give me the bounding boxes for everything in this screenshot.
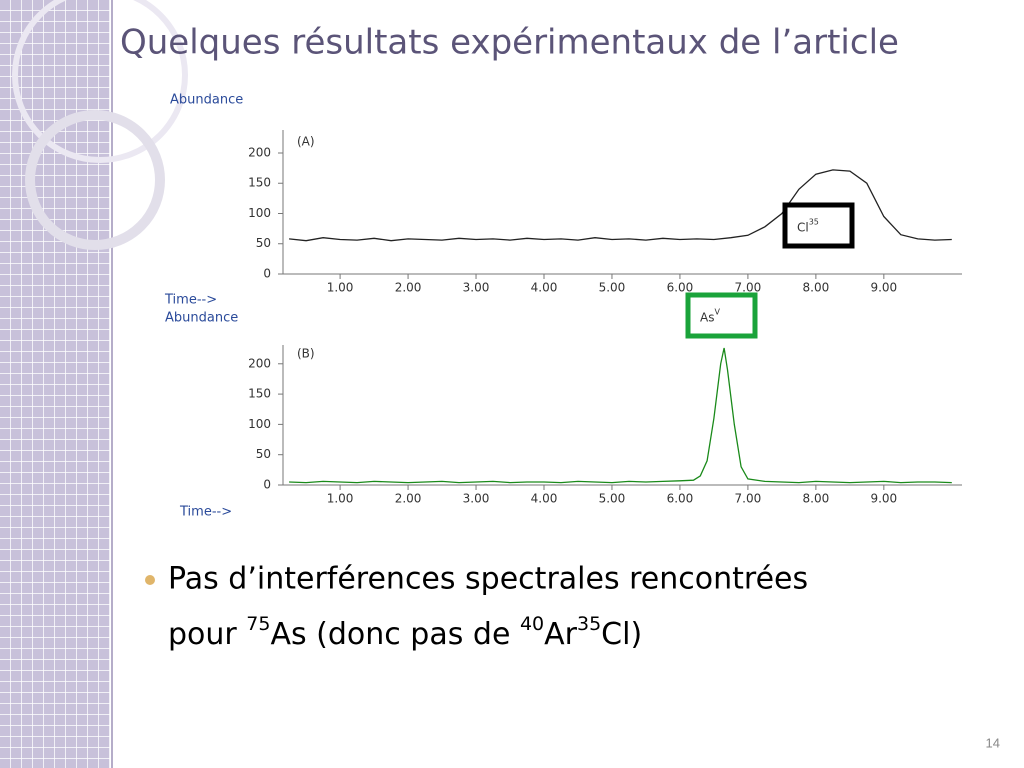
annotation: Cl35 [797, 217, 819, 234]
bullet-dot [145, 575, 155, 585]
superscript: 40 [520, 613, 544, 635]
x-tick-label: 9.00 [870, 492, 897, 506]
x-tick-label: 5.00 [599, 281, 626, 295]
x-tick-label: 2.00 [395, 492, 422, 506]
annotation: AsV [700, 307, 720, 324]
text-run: pour [168, 617, 246, 652]
y-tick-label: 0 [263, 478, 271, 492]
y-tick-label: 50 [256, 447, 271, 461]
deco-circle [25, 110, 165, 250]
x-tick-label: 3.00 [463, 492, 490, 506]
y-tick-label: 150 [248, 387, 271, 401]
annotation-sup: 35 [809, 217, 819, 226]
annotation-text: As [700, 310, 714, 324]
y-tick-label: 100 [248, 206, 271, 220]
y-tick-label: 50 [256, 236, 271, 250]
y-axis-label: Abundance [170, 93, 243, 108]
x-tick-label: 8.00 [803, 492, 830, 506]
x-tick-label: 4.00 [531, 281, 558, 295]
panel-label: (B) [297, 347, 315, 361]
data-line [289, 169, 952, 242]
x-tick-label: 3.00 [463, 281, 490, 295]
x-tick-label: 2.00 [395, 281, 422, 295]
superscript: 35 [577, 613, 601, 635]
x-tick-label: 7.00 [735, 492, 762, 506]
x-tick-label: 1.00 [327, 492, 354, 506]
x-tick-label: 6.00 [667, 492, 694, 506]
x-tick-label: 1.00 [327, 281, 354, 295]
annotation-box [685, 292, 758, 339]
panel-label: (A) [297, 135, 315, 149]
y-tick-label: 200 [248, 145, 271, 159]
y-tick-label: 150 [248, 176, 271, 190]
annotation-sup: V [714, 307, 720, 316]
text-run: Cl) [601, 617, 642, 652]
x-tick-label: 9.00 [870, 281, 897, 295]
y-tick-label: 100 [248, 417, 271, 431]
y-axis-label: Abundance [165, 311, 238, 326]
x-axis-label: Time--> [179, 505, 232, 520]
text-run: Ar [544, 617, 578, 652]
bullet-line: Pas d’interférences spectrales rencontré… [168, 562, 808, 597]
annotation-box [782, 202, 855, 249]
x-tick-label: 7.00 [735, 281, 762, 295]
text-run: As (donc pas de [270, 617, 519, 652]
y-tick-label: 200 [248, 356, 271, 370]
x-axis-label: Time--> [164, 293, 217, 308]
y-tick-label: 0 [263, 267, 271, 281]
slide-title: Quelques résultats expérimentaux de l’ar… [120, 23, 899, 63]
x-tick-label: 5.00 [599, 492, 626, 506]
bullet-line: pour 75As (donc pas de 40Ar35Cl) [168, 613, 642, 652]
x-tick-label: 4.00 [531, 492, 558, 506]
x-tick-label: 8.00 [803, 281, 830, 295]
superscript: 75 [246, 613, 270, 635]
data-line [289, 347, 952, 484]
annotation-text: Cl [797, 220, 809, 234]
x-tick-label: 6.00 [667, 281, 694, 295]
deco-circle [12, 0, 188, 163]
page-number: 14 [986, 735, 1000, 750]
